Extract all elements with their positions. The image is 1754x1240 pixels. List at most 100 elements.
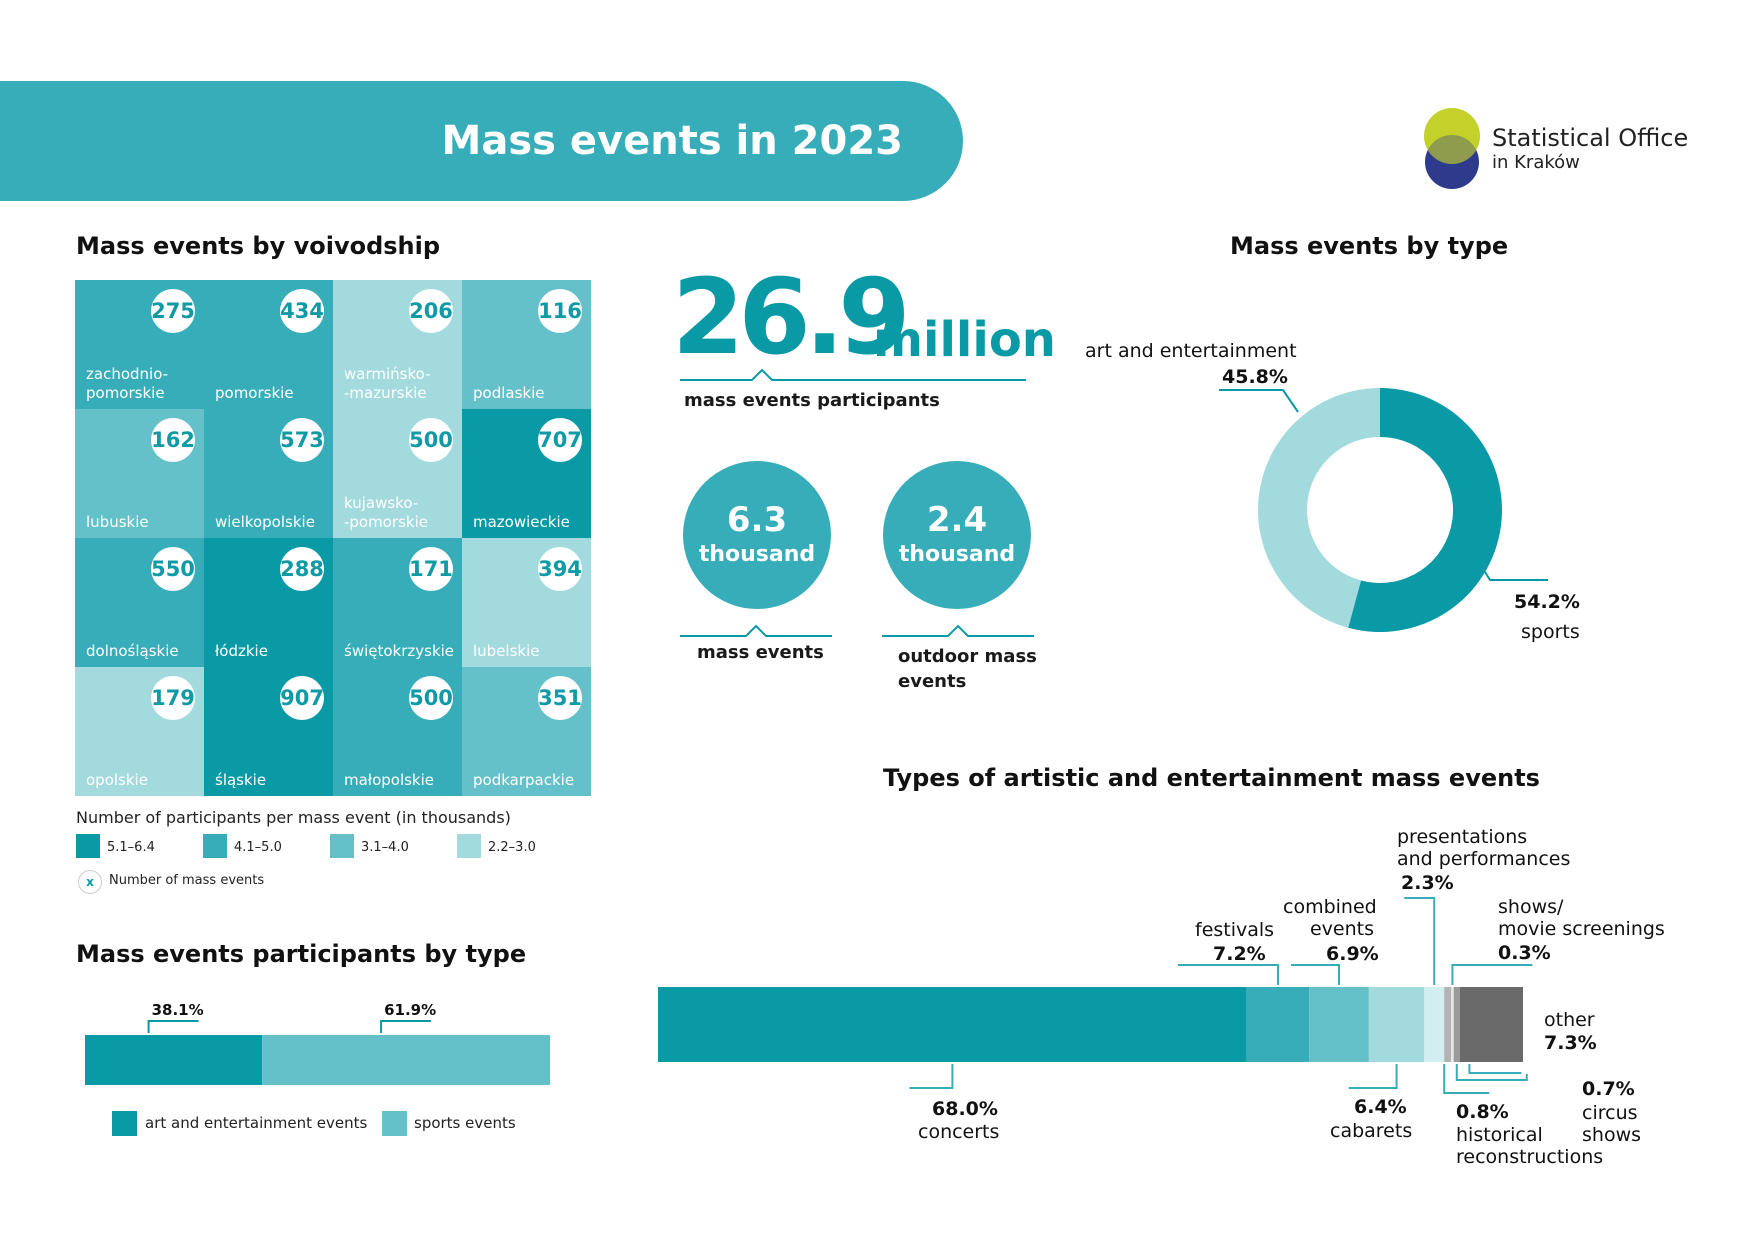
legend-swatch	[457, 834, 481, 858]
art-bar-segment	[1368, 987, 1425, 1062]
art-bar-segment	[1246, 987, 1310, 1062]
legend-label: 2.2–3.0	[488, 840, 536, 855]
events-underline	[680, 624, 832, 637]
logo-text-line1: Statistical Office	[1492, 124, 1689, 152]
art-bar-segment	[1451, 987, 1454, 1062]
events-label: mass events	[697, 642, 824, 663]
participants-unit: million	[873, 312, 1056, 368]
voivodship-tile: 206 warmińsko- -mazurskie	[333, 280, 462, 409]
tile-event-count: 288	[280, 547, 324, 591]
logo-text-line2: in Kraków	[1492, 152, 1580, 173]
art-leader	[1348, 1064, 1398, 1089]
tile-voivodship-name: świętokrzyskie	[344, 642, 455, 660]
events-value: 6.3	[726, 500, 788, 540]
artistic-title: Types of artistic and entertainment mass…	[883, 764, 1540, 792]
pbt-bar-segment	[262, 1035, 550, 1085]
participants-by-type-title: Mass events participants by type	[76, 940, 527, 968]
pbt-value-label: 38.1%	[152, 1001, 204, 1019]
art-label-historical-value: 0.8%	[1456, 1101, 1509, 1123]
pbt-leader	[380, 1020, 432, 1033]
art-label-circus-value: 0.7%	[1582, 1078, 1635, 1100]
voivodship-tile: 500 małopolskie	[333, 667, 462, 796]
tile-event-count: 206	[409, 289, 453, 333]
pbt-legend-sports-swatch	[382, 1111, 407, 1136]
page-title: Mass events in 2023	[441, 118, 903, 164]
donut-chart	[1258, 388, 1503, 632]
participants-underline	[680, 368, 1026, 381]
art-leader	[1291, 964, 1341, 985]
art-label-presentations-value: 2.3%	[1401, 872, 1454, 894]
voivodship-tile: 500 kujawsko- -pomorskie	[333, 409, 462, 538]
donut-label-sports-value: 54.2%	[1514, 591, 1580, 613]
voivodship-tile: 573 wielkopolskie	[204, 409, 333, 538]
outdoor-unit: thousand	[898, 542, 1016, 567]
art-label-concerts-name: concerts	[918, 1121, 1000, 1143]
logo-icon	[1424, 108, 1480, 189]
art-label-presentations-name: presentations and performances	[1397, 826, 1571, 870]
tile-event-count: 500	[409, 676, 453, 720]
art-label-cabarets-name: cabarets	[1330, 1120, 1413, 1142]
voivodship-tile: 179 opolskie	[75, 667, 204, 796]
art-label-shows-name: shows/movie screenings	[1498, 896, 1665, 940]
tile-voivodship-name: małopolskie	[344, 771, 435, 789]
legend-title: Number of participants per mass event (i…	[76, 808, 511, 827]
tile-voivodship-name: lubelskie	[473, 642, 540, 660]
legend-marker-label: Number of mass events	[109, 873, 265, 888]
donut-slice	[1258, 388, 1380, 628]
donut-label-sports-name: sports	[1521, 621, 1580, 643]
art-label-shows-value: 0.3%	[1498, 942, 1551, 964]
tile-voivodship-name: pomorskie	[215, 384, 294, 402]
pbt-legend-sports-label: sports events	[414, 1114, 516, 1132]
voivodship-tile: 288 łódzkie	[204, 538, 333, 667]
legend-swatch	[330, 834, 354, 858]
art-bar-segment	[1309, 987, 1369, 1062]
tile-voivodship-name: śląskie	[215, 771, 267, 789]
tile-event-count: 707	[538, 418, 582, 462]
donut-slice	[1348, 388, 1503, 632]
voivodship-tile: 162 lubuskie	[75, 409, 204, 538]
tile-voivodship-name: mazowieckie	[473, 513, 570, 531]
tile-voivodship-name: dolnośląskie	[86, 642, 179, 660]
art-bar-segment	[1424, 987, 1445, 1062]
tile-event-count: 162	[151, 418, 195, 462]
pbt-legend-art-label: art and entertainment events	[145, 1114, 368, 1132]
art-bar-segment	[658, 987, 1247, 1062]
tile-event-count: 275	[151, 289, 195, 333]
art-leader	[1468, 1064, 1522, 1074]
art-label-historical-name: historical reconstructions	[1456, 1124, 1604, 1168]
art-label-circus-name: circus shows	[1582, 1102, 1642, 1146]
tile-event-count: 179	[151, 676, 195, 720]
events-circle	[683, 461, 831, 609]
outdoor-value: 2.4	[926, 500, 988, 540]
art-bar-segment	[1459, 987, 1523, 1062]
art-leader	[1443, 1064, 1490, 1094]
legend-marker: x	[78, 870, 102, 894]
legend-label: 5.1–6.4	[107, 840, 155, 855]
donut-label-art-value: 45.8%	[1222, 366, 1288, 388]
art-leader	[1451, 964, 1533, 985]
voivodship-tile: 116 podlaskie	[462, 280, 591, 409]
art-bar-segment	[1444, 987, 1452, 1062]
art-label-cabarets-value: 6.4%	[1354, 1096, 1407, 1118]
pbt-legend-art-swatch	[112, 1111, 137, 1136]
participants-value: 26.9	[672, 256, 911, 378]
art-label-other-name: other	[1544, 1009, 1595, 1031]
tile-event-count: 907	[280, 676, 324, 720]
art-leader	[909, 1064, 954, 1089]
legend-swatch	[76, 834, 100, 858]
tile-voivodship-name: zachodnio- pomorskie	[86, 365, 169, 402]
tile-event-count: 116	[538, 289, 582, 333]
voivodship-tile: 275 zachodnio- pomorskie	[75, 280, 204, 409]
art-leader	[1404, 897, 1436, 985]
tile-voivodship-name: warmińsko- -mazurskie	[344, 365, 431, 402]
tile-event-count: 434	[280, 289, 324, 333]
tile-voivodship-name: wielkopolskie	[215, 513, 315, 531]
by-type-title: Mass events by type	[1230, 232, 1509, 260]
header-band	[0, 81, 963, 201]
tile-voivodship-name: łódzkie	[215, 642, 268, 660]
tile-voivodship-name: podkarpackie	[473, 771, 575, 789]
art-leader	[1177, 964, 1279, 985]
